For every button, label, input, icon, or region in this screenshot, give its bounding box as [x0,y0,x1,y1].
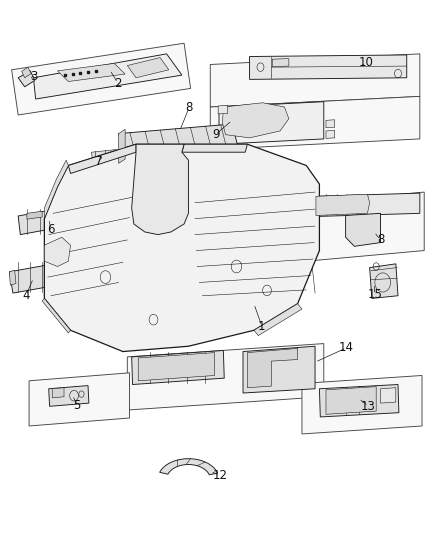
Polygon shape [210,96,420,150]
Polygon shape [18,71,35,87]
Polygon shape [159,459,218,475]
Polygon shape [21,67,31,78]
Text: 9: 9 [212,128,219,141]
Polygon shape [33,54,182,99]
Text: 1: 1 [258,320,265,333]
Polygon shape [68,144,136,173]
Text: 2: 2 [114,77,121,90]
Polygon shape [306,192,424,261]
Text: 8: 8 [377,233,384,246]
Polygon shape [132,351,224,384]
Polygon shape [381,387,396,403]
Polygon shape [119,124,239,159]
Polygon shape [27,211,42,219]
Polygon shape [319,384,399,417]
Text: 15: 15 [367,288,382,301]
Text: 5: 5 [74,399,81,413]
Polygon shape [44,237,71,266]
Text: 6: 6 [47,223,55,236]
Polygon shape [42,298,71,333]
Polygon shape [243,346,315,393]
Polygon shape [223,103,289,138]
Polygon shape [138,353,215,381]
Text: 10: 10 [359,56,374,69]
Polygon shape [247,349,297,387]
Polygon shape [346,213,381,246]
Polygon shape [92,150,118,163]
Text: 8: 8 [186,101,193,114]
Text: 7: 7 [95,155,102,168]
Polygon shape [326,120,335,128]
Polygon shape [52,387,64,398]
Polygon shape [219,102,324,144]
Polygon shape [57,63,125,82]
Polygon shape [44,144,319,352]
Polygon shape [302,375,422,434]
Polygon shape [10,261,73,293]
Polygon shape [254,304,302,336]
Polygon shape [127,58,169,78]
Polygon shape [12,43,191,115]
Polygon shape [314,193,420,216]
Polygon shape [326,386,376,414]
Polygon shape [250,55,407,79]
Polygon shape [10,270,16,285]
Polygon shape [132,144,188,235]
Polygon shape [182,144,247,152]
Polygon shape [29,373,130,426]
Polygon shape [272,59,289,67]
Text: 4: 4 [22,289,30,302]
Polygon shape [370,264,398,298]
Polygon shape [316,194,370,215]
Polygon shape [44,160,68,219]
Polygon shape [18,208,64,235]
Polygon shape [119,130,125,164]
Polygon shape [210,54,420,107]
Polygon shape [49,385,89,406]
Text: 3: 3 [30,70,37,83]
Polygon shape [218,106,228,114]
Text: 12: 12 [212,469,227,482]
Text: 13: 13 [361,400,376,413]
Polygon shape [326,131,335,139]
Text: 14: 14 [339,341,354,354]
Polygon shape [127,344,324,410]
